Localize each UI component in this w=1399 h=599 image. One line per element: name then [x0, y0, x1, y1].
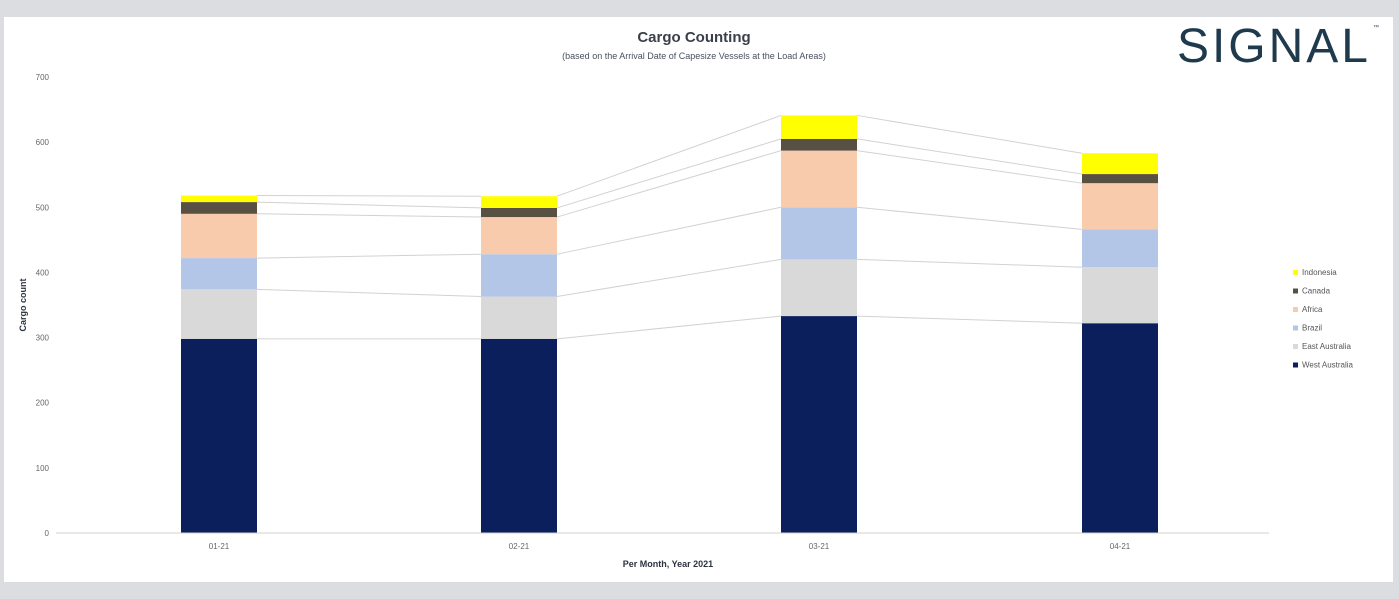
bar-segment — [781, 316, 857, 533]
series-connector — [256, 253, 482, 259]
series-connector — [856, 150, 1083, 184]
x-tick-label: 02-21 — [509, 542, 530, 551]
x-tick-label: 03-21 — [809, 542, 830, 551]
series-connector — [856, 114, 1083, 154]
bar-segment — [1082, 183, 1158, 230]
legend-swatch — [1293, 288, 1298, 294]
series-connector — [256, 213, 482, 218]
legend-swatch — [1293, 325, 1298, 331]
series-connector-lines — [256, 114, 1083, 340]
chart-frame: Cargo Counting (based on the Arrival Dat… — [4, 17, 1393, 582]
y-tick-label: 100 — [36, 464, 50, 473]
bar-segment — [1082, 174, 1158, 184]
legend-entry: West Australia — [1302, 361, 1354, 370]
legend-entry: Brazil — [1302, 324, 1322, 333]
y-tick-label: 400 — [36, 268, 50, 277]
bar-segment — [781, 115, 857, 139]
legend-entry: Africa — [1302, 305, 1323, 314]
series-connector — [256, 288, 482, 298]
y-axis-ticks: 0 100 200 300 400 500 600 700 — [36, 73, 50, 538]
bar-segment — [481, 296, 557, 339]
bar-segment — [481, 196, 557, 208]
logo-trademark: ™ — [1373, 25, 1379, 31]
bar-segment — [481, 338, 557, 533]
bar-segment — [181, 195, 257, 203]
series-connector — [856, 138, 1083, 175]
bar-segment — [481, 254, 557, 297]
bar-segment — [181, 202, 257, 214]
series-connector — [556, 138, 782, 209]
y-tick-label: 200 — [36, 399, 50, 408]
legend-swatch — [1293, 307, 1298, 312]
chart-title: Cargo Counting — [637, 29, 751, 46]
series-connector — [556, 206, 782, 255]
bar-segment — [1082, 323, 1158, 533]
bar-segment — [781, 207, 857, 260]
bar-segment — [181, 289, 257, 339]
chart-subtitle: (based on the Arrival Date of Capesize V… — [562, 51, 826, 61]
legend: Indonesia Canada Africa Brazil East Australi… — [1293, 268, 1354, 370]
x-tick-label: 01-21 — [209, 542, 230, 551]
y-tick-label: 300 — [36, 334, 50, 343]
legend-entry: Canada — [1302, 287, 1331, 296]
series-connector — [256, 201, 482, 209]
series-connector — [856, 258, 1083, 268]
x-tick-label: 04-21 — [1110, 542, 1131, 551]
bar-segment — [181, 338, 257, 533]
legend-entry: East Australia — [1302, 342, 1351, 351]
bar-segment — [481, 207, 557, 218]
series-connector — [556, 150, 782, 218]
legend-swatch — [1293, 362, 1298, 368]
bar-segment — [181, 213, 257, 259]
series-connector — [856, 315, 1083, 324]
series-connector — [256, 195, 482, 197]
bar-segment — [1082, 229, 1158, 268]
y-tick-label: 500 — [36, 203, 50, 212]
legend-swatch — [1293, 270, 1298, 275]
series-connector — [856, 206, 1083, 230]
bar-segment — [781, 138, 857, 151]
legend-entry: Indonesia — [1302, 268, 1337, 277]
x-axis-ticks: 01-21 02-21 03-21 04-21 — [209, 542, 1131, 551]
y-tick-label: 700 — [36, 73, 50, 82]
legend-swatch — [1293, 344, 1298, 349]
bar-segment — [1082, 267, 1158, 324]
signal-logo: SIGNAL — [1176, 20, 1371, 73]
series-connector — [556, 114, 782, 197]
series-connector — [556, 258, 782, 298]
bar-segment — [1082, 153, 1158, 175]
stacked-bar-chart: 0 100 200 300 400 500 600 700 01-21 02-21 03-21 04… — [18, 73, 1354, 569]
y-axis-label: Cargo count — [18, 278, 28, 331]
bar-segment — [781, 259, 857, 317]
bar-segment — [181, 258, 257, 290]
series-connector — [556, 315, 782, 340]
bar-segment — [481, 217, 557, 255]
bar-segment — [781, 150, 857, 208]
y-tick-label: 600 — [36, 138, 50, 147]
bar-stacks — [181, 115, 1158, 533]
x-axis-label: Per Month, Year 2021 — [623, 559, 713, 569]
y-tick-label: 0 — [45, 529, 50, 538]
